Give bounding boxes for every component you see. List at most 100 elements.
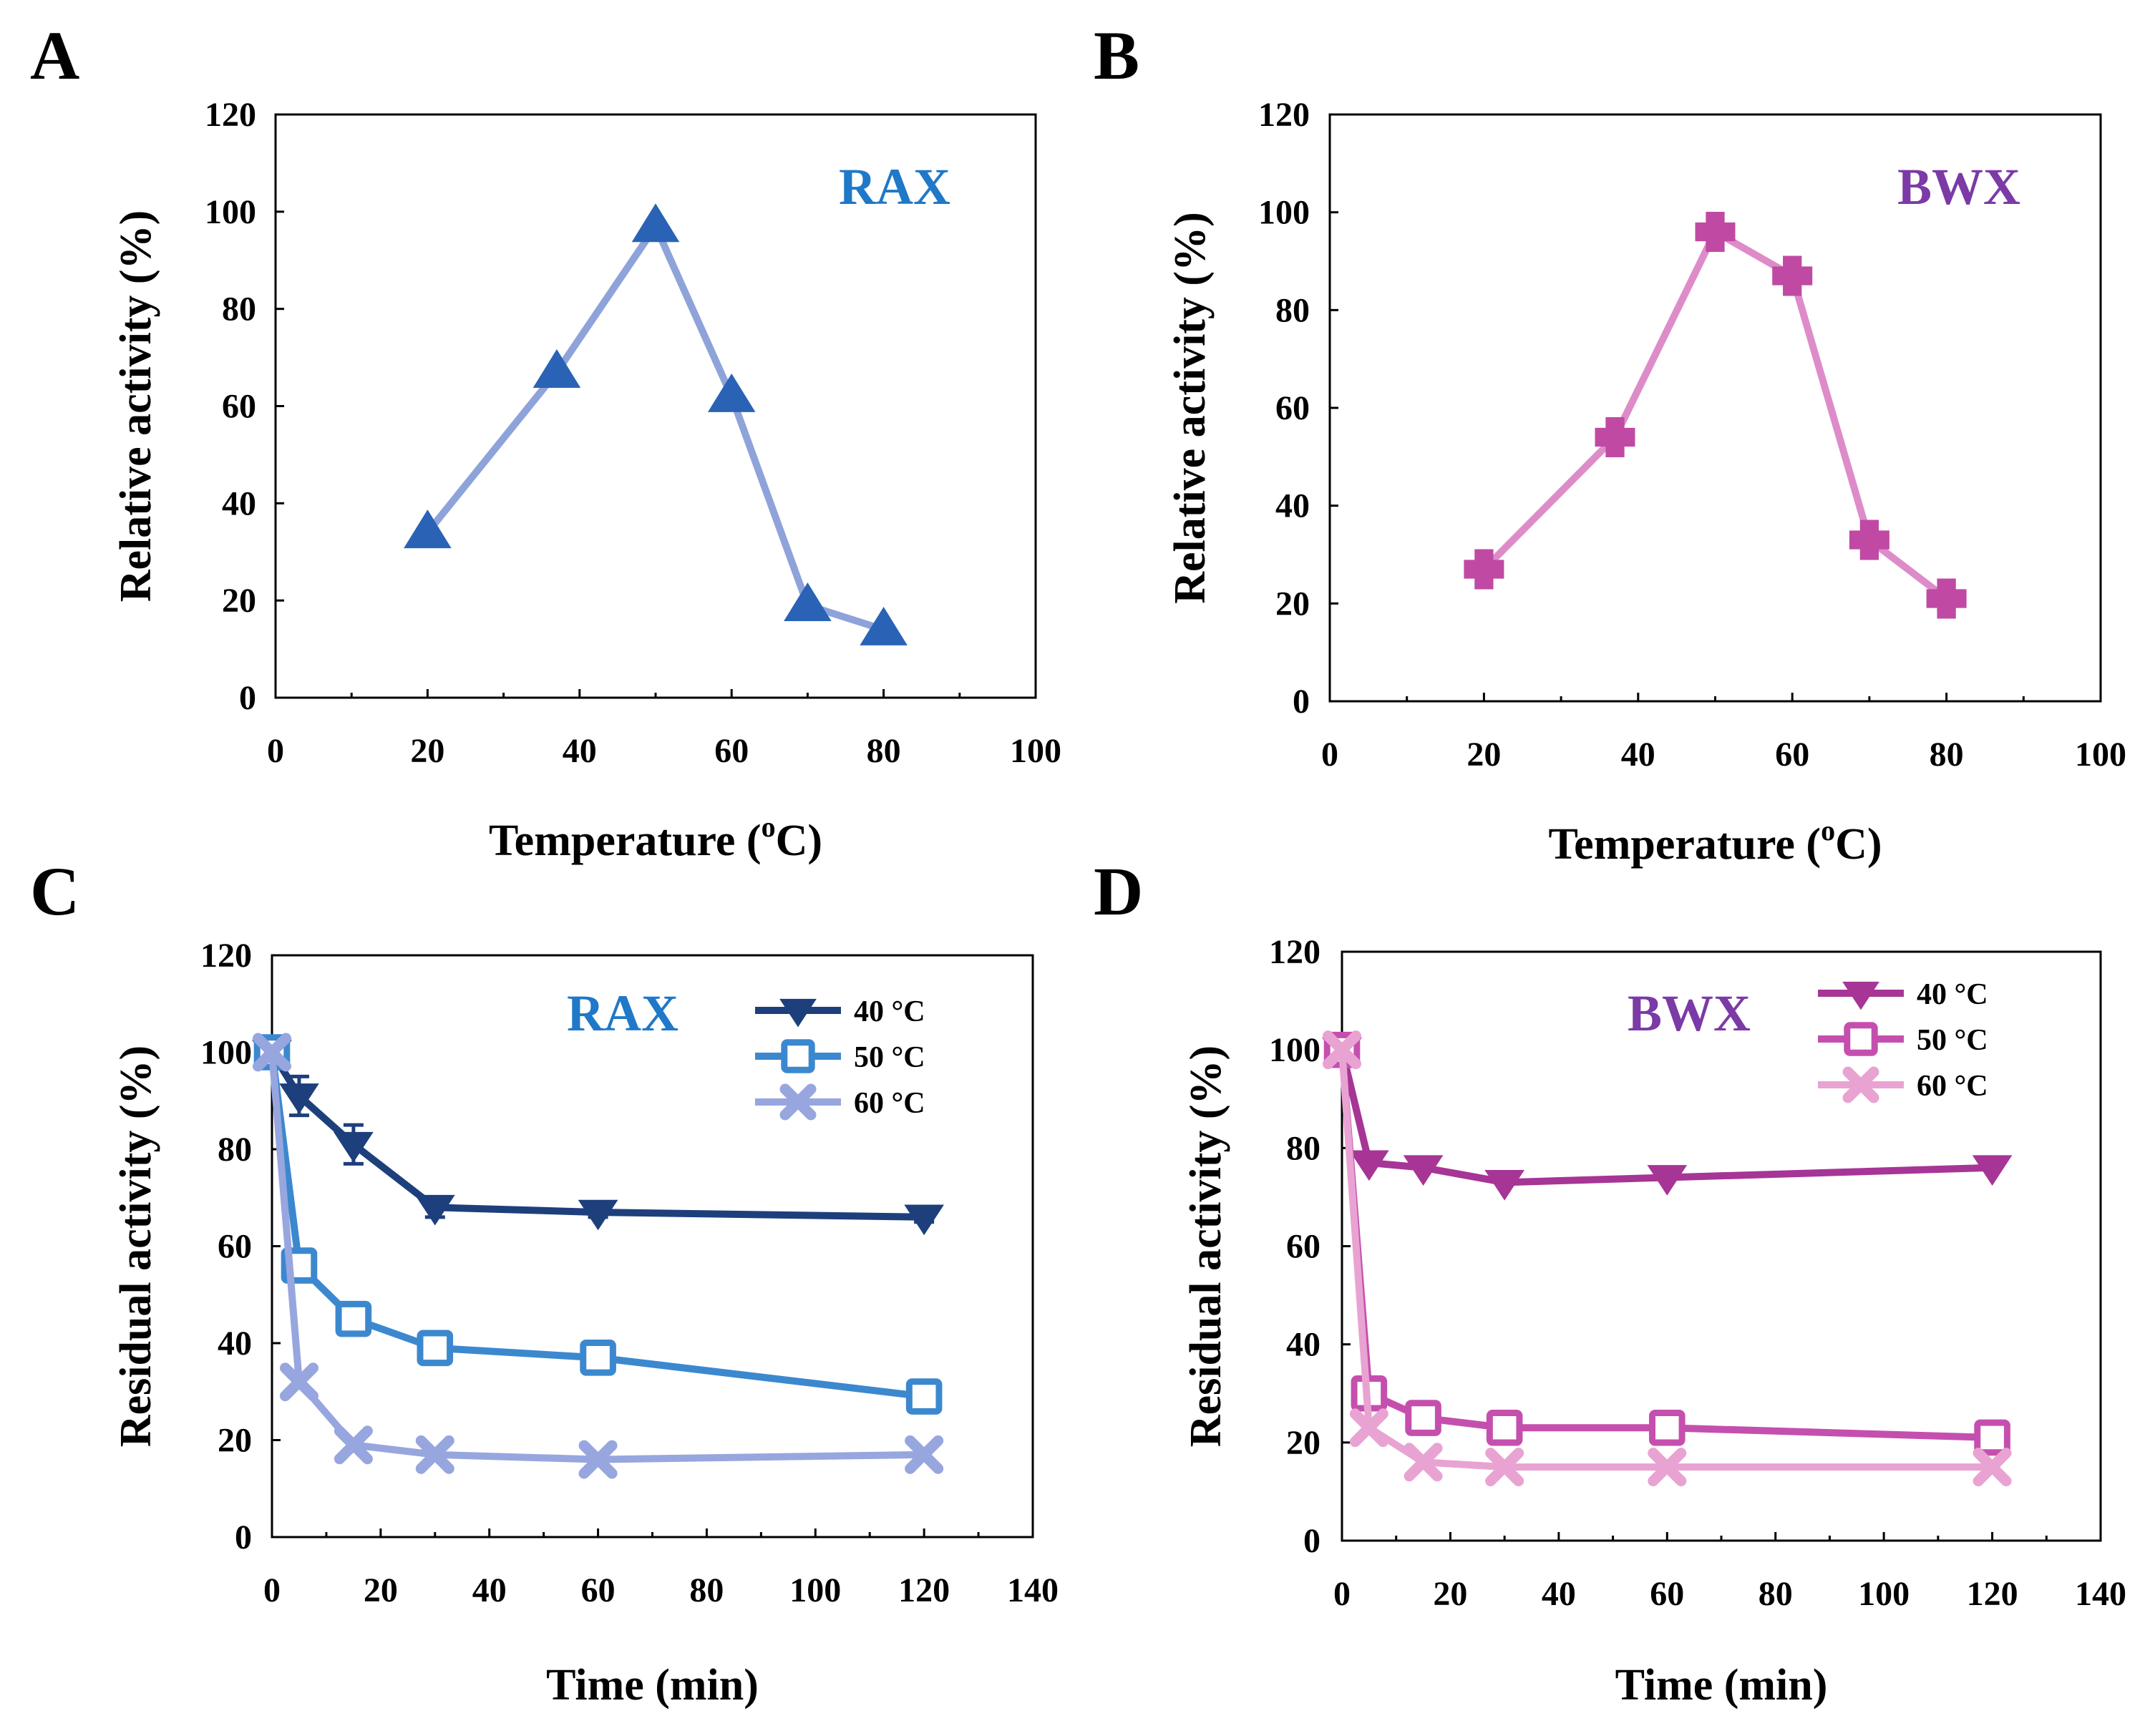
y-tick-label: 60	[222, 388, 256, 426]
y-tick-label: 120	[1269, 933, 1320, 971]
series-line	[268, 1048, 928, 1463]
legend-entry-label: 50 °C	[1917, 1024, 1988, 1057]
x-tick-label: 100	[1858, 1575, 1910, 1613]
y-tick-label: 20	[1286, 1424, 1320, 1462]
y-tick-label: 100	[205, 193, 256, 231]
data-point	[1849, 520, 1889, 560]
series-line	[1338, 1046, 1996, 1441]
series-2	[253, 1033, 944, 1479]
inset-label: BWX	[1628, 985, 1751, 1042]
y-tick-label: 80	[1275, 291, 1310, 329]
y-tick-label: 120	[1258, 96, 1310, 134]
x-tick-label: 80	[1759, 1575, 1793, 1613]
x-tick-label: 140	[2075, 1575, 2126, 1613]
series-line	[1338, 1046, 1996, 1471]
inset-label: BWX	[1897, 158, 2020, 215]
series-2	[1323, 1030, 2012, 1487]
x-tick-label: 0	[1321, 736, 1338, 774]
panel-a: A 0 20 40 60 80 100 0 20 40 60 80 100 120 Relative act…	[30, 17, 1061, 865]
x-tick-label: 100	[2075, 736, 2126, 774]
data-point	[1403, 1155, 1444, 1186]
x-axis-title: Temperature (oC)	[489, 811, 822, 865]
data-point	[1349, 1408, 1388, 1448]
data-point	[631, 203, 680, 243]
y-tick-label: 80	[1286, 1129, 1320, 1167]
x-tick-label: 60	[714, 732, 749, 770]
y-tick-label: 120	[200, 937, 252, 975]
y-tick-label: 40	[1286, 1326, 1320, 1364]
y-tick-label: 60	[1286, 1228, 1320, 1266]
x-axis-title: Time (min)	[1615, 1661, 1828, 1710]
x-tick-label: 140	[1007, 1571, 1059, 1609]
data-point	[1484, 1169, 1524, 1201]
panel-c: C 0 20 40 60 80 100 120 140 0 20 40 60 80 100 120 Residu…	[30, 853, 1059, 1710]
x-tick-label: 40	[1621, 736, 1655, 774]
data-point	[1349, 1150, 1389, 1181]
data-point	[904, 1204, 944, 1236]
data-point	[1323, 1030, 1361, 1070]
x-tick-label: 0	[263, 1571, 281, 1609]
x-tick-label: 100	[1010, 732, 1061, 770]
data-point	[707, 374, 756, 412]
legend-swatch-marker	[781, 1039, 815, 1073]
x-tick-label: 20	[1433, 1575, 1467, 1613]
data-point	[253, 1033, 291, 1072]
panel-letter: C	[30, 853, 79, 930]
series-0	[252, 1040, 944, 1236]
legend-entry-label: 60 °C	[1917, 1070, 1988, 1103]
series-0	[1322, 1037, 2013, 1201]
data-point	[578, 1199, 618, 1231]
legend-entry-label: 40 °C	[854, 995, 925, 1028]
data-point	[1973, 1448, 2012, 1487]
panel-b: B 0 20 40 60 80 100 0 20 40 60 80 100 120 Relative act…	[1094, 17, 2126, 869]
data-point	[905, 1378, 943, 1415]
series-1	[1323, 1031, 2010, 1456]
series-line	[1480, 228, 1950, 603]
panel-letter: B	[1094, 17, 1139, 94]
y-tick-label: 0	[235, 1518, 252, 1556]
data-point	[279, 1083, 319, 1114]
x-axis-title-text: Temperature (	[1549, 820, 1821, 869]
data-point	[335, 1300, 372, 1337]
x-tick-label: 60	[581, 1571, 616, 1609]
x-tick-label: 0	[267, 732, 284, 770]
series-line	[424, 223, 887, 633]
legend-swatch-marker	[779, 1083, 817, 1121]
data-point	[860, 607, 908, 645]
x-axis-title-sup: o	[1821, 814, 1835, 847]
y-tick-label: 60	[1275, 389, 1310, 427]
y-tick-label: 20	[1275, 585, 1310, 623]
y-tick-label: 60	[218, 1228, 252, 1266]
data-point	[905, 1435, 944, 1474]
y-axis-title: Residual activity (%)	[1182, 1045, 1230, 1447]
data-point	[1404, 1443, 1443, 1482]
data-point	[414, 1194, 455, 1226]
x-tick-label: 120	[898, 1571, 950, 1609]
y-tick-label: 100	[1269, 1031, 1320, 1069]
x-axis-title: Time (min)	[546, 1661, 759, 1710]
inset-label: RAX	[839, 158, 950, 215]
y-tick-label: 80	[218, 1131, 252, 1169]
panel-letter: D	[1094, 853, 1143, 930]
legend: 40 °C 50 °C 60 °C	[1818, 978, 1988, 1103]
y-tick-label: 40	[222, 484, 256, 522]
x-tick-label: 100	[789, 1571, 841, 1609]
data-point	[1648, 1409, 1686, 1446]
data-point	[334, 1131, 374, 1163]
legend: 40 °C 50 °C 60 °C	[755, 995, 925, 1121]
x-axis-title-text: Time (min)	[1615, 1661, 1828, 1710]
y-axis-title: Residual activity (%)	[112, 1045, 160, 1447]
data-point	[1695, 212, 1736, 252]
data-point	[1485, 1448, 1524, 1487]
data-point	[1972, 1155, 2013, 1186]
x-tick-label: 40	[563, 732, 597, 770]
x-tick-label: 60	[1650, 1575, 1684, 1613]
x-tick-label: 80	[689, 1571, 724, 1609]
y-tick-label: 40	[218, 1325, 252, 1362]
x-axis-title-text: Time (min)	[546, 1661, 759, 1710]
data-point	[1595, 417, 1635, 457]
x-axis-title-tail: C)	[1835, 820, 1882, 869]
x-tick-label: 60	[1775, 736, 1809, 774]
y-tick-label: 40	[1275, 487, 1310, 525]
